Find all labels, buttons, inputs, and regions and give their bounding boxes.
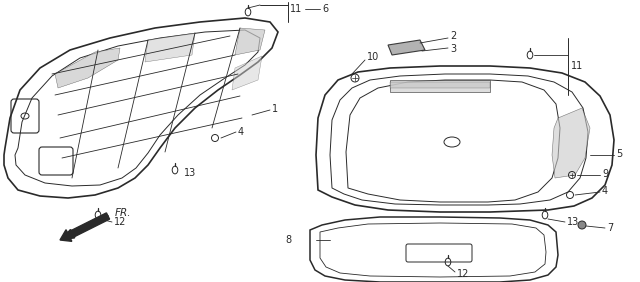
Polygon shape [55,48,120,88]
Polygon shape [390,82,490,88]
Text: 4: 4 [238,127,244,137]
Text: 10: 10 [367,52,380,62]
Text: 5: 5 [616,149,622,159]
Polygon shape [145,33,195,62]
Polygon shape [232,56,262,90]
Text: 11: 11 [571,61,583,71]
Polygon shape [235,28,265,55]
Text: 12: 12 [457,269,469,279]
Text: 12: 12 [114,217,126,227]
Text: 11: 11 [290,4,302,14]
Text: 8: 8 [286,235,292,245]
Polygon shape [552,108,590,178]
Text: 9: 9 [602,169,608,179]
Text: 13: 13 [567,217,579,227]
Polygon shape [390,80,490,92]
Text: 2: 2 [450,31,456,41]
Polygon shape [388,40,425,55]
Text: 7: 7 [607,223,613,233]
Text: 3: 3 [450,44,456,54]
Text: 6: 6 [322,4,328,14]
Text: 4: 4 [602,186,608,196]
Text: 13: 13 [184,168,196,178]
Ellipse shape [578,221,586,229]
FancyArrow shape [60,213,109,241]
Text: FR.: FR. [115,208,131,218]
Text: 1: 1 [272,104,278,114]
